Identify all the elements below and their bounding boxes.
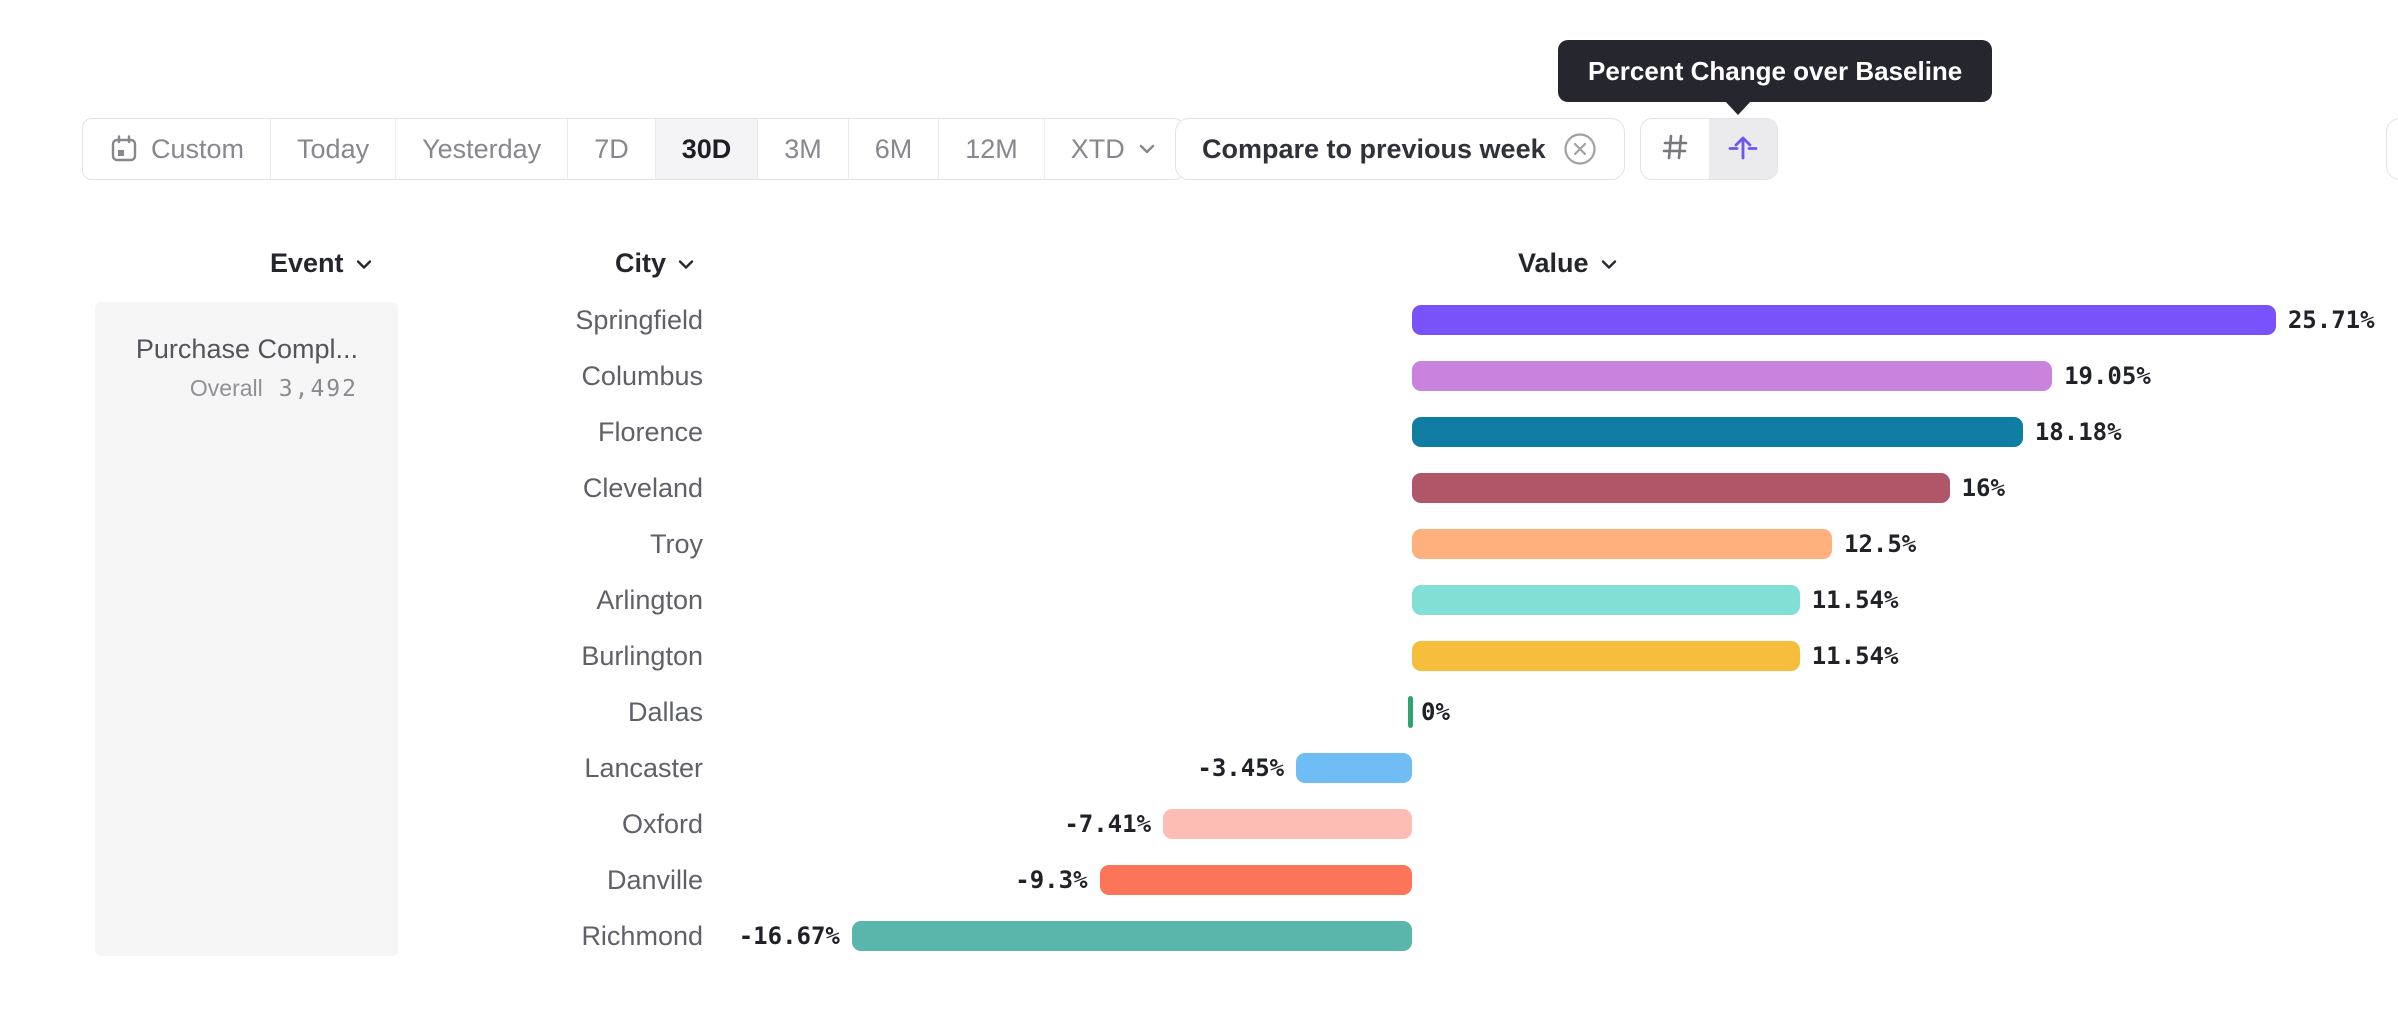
city-label: Troy <box>650 529 703 559</box>
column-header-city[interactable]: City <box>615 246 696 280</box>
city-label: Lancaster <box>584 753 703 783</box>
city-label: Burlington <box>581 641 703 671</box>
value-label: 12.5% <box>1844 530 1917 558</box>
city-label: Dallas <box>627 697 703 727</box>
chart-row: Springfield 25.71% <box>0 292 2398 348</box>
time-range-label: 30D <box>681 133 732 164</box>
column-header-label: Value <box>1518 247 1589 278</box>
bar[interactable] <box>1412 305 2276 335</box>
chart-row: Oxford -7.41% <box>0 796 2398 852</box>
time-range-label: 12M <box>965 133 1018 164</box>
chevron-down-icon <box>1599 258 1619 272</box>
value-label: -3.45% <box>1197 754 1285 782</box>
chart-row: Columbus 19.05% <box>0 348 2398 404</box>
city-label: Florence <box>597 417 703 447</box>
time-range-button-yesterday[interactable]: Yesterday <box>396 119 569 179</box>
time-range-button-3m[interactable]: 3M <box>758 119 849 179</box>
tooltip: Percent Change over Baseline <box>1558 40 1993 115</box>
clipped-right-button[interactable] <box>2386 118 2398 180</box>
calendar-icon <box>109 134 139 164</box>
chart-row: Lancaster -3.45% <box>0 740 2398 796</box>
time-range-group: Custom Today <box>82 118 1184 180</box>
value-label: 19.05% <box>2064 362 2151 390</box>
value-label: 11.54% <box>1811 642 1899 670</box>
city-label: Columbus <box>581 361 703 391</box>
time-range-button-6m[interactable]: 6M <box>849 119 940 179</box>
time-range-label: 6M <box>874 133 913 164</box>
city-label: Cleveland <box>582 473 703 503</box>
chart-row: Burlington 11.54% <box>0 628 2398 684</box>
value-label: 11.54% <box>1811 586 1899 614</box>
bar[interactable] <box>1412 473 1950 503</box>
bar[interactable] <box>1296 753 1412 783</box>
time-range-button-7d[interactable]: 7D <box>568 119 656 179</box>
hash-icon <box>1659 131 1691 168</box>
city-label: Danville <box>606 865 703 895</box>
column-header-value[interactable]: Value <box>1518 246 1619 280</box>
percent-change-view-button[interactable] <box>1709 119 1777 179</box>
column-header-label: Event <box>270 247 344 278</box>
bar[interactable] <box>1412 529 1832 559</box>
time-range-button-xtd[interactable]: XTD <box>1045 119 1183 179</box>
chart-row: Danville -9.3% <box>0 852 2398 908</box>
tooltip-caret-icon <box>1724 100 1752 115</box>
bar-chart: Springfield 25.71% Columbus 19.05% Flore… <box>0 292 2398 964</box>
chart-row: Cleveland 16% <box>0 460 2398 516</box>
time-range-button-custom[interactable]: Custom <box>83 119 272 179</box>
value-label: -7.41% <box>1064 810 1152 838</box>
column-header-label: City <box>615 247 667 278</box>
time-range-label: XTD <box>1070 133 1125 164</box>
chart-row: Troy 12.5% <box>0 516 2398 572</box>
bar[interactable] <box>1412 417 2023 447</box>
chart-value-mode-toggle <box>1640 118 1778 180</box>
time-range-label: Custom <box>151 133 245 164</box>
bar[interactable] <box>1412 641 1800 671</box>
value-label: 0% <box>1421 698 1450 726</box>
time-range-label: 3M <box>784 133 822 164</box>
time-range-label: Today <box>297 133 370 164</box>
event-name: Purchase Compl... <box>135 334 358 364</box>
value-label: 16% <box>1961 474 2005 502</box>
segment-value: 3,492 <box>278 376 358 402</box>
column-header-event[interactable]: Event <box>270 246 374 280</box>
time-range-label: Yesterday <box>422 133 542 164</box>
chevron-down-icon <box>676 258 696 272</box>
city-label: Arlington <box>596 585 703 615</box>
value-label: 18.18% <box>2034 418 2122 446</box>
city-label: Richmond <box>581 921 703 951</box>
value-label: -16.67% <box>738 922 840 950</box>
bar[interactable] <box>1412 585 1800 615</box>
segment-label: Overall <box>189 375 263 401</box>
time-range-button-12m[interactable]: 12M <box>939 119 1045 179</box>
bar[interactable] <box>1408 696 1413 728</box>
tooltip-text: Percent Change over Baseline <box>1588 56 1963 86</box>
chart-row: Arlington 11.54% <box>0 572 2398 628</box>
city-label: Oxford <box>621 809 703 839</box>
city-label: Springfield <box>575 305 703 335</box>
compare-to-previous-chip[interactable]: Compare to previous week <box>1175 118 1625 180</box>
event-card[interactable]: Purchase Compl... Overall 3,492 <box>95 302 398 956</box>
time-range-button-30d[interactable]: 30D <box>655 119 759 179</box>
value-label: 25.71% <box>2287 306 2375 334</box>
value-label: -9.3% <box>1015 866 1088 894</box>
chart-row: Richmond -16.67% <box>0 908 2398 964</box>
time-range-button-today[interactable]: Today <box>271 119 397 179</box>
chart-row: Florence 18.18% <box>0 404 2398 460</box>
event-metric: Overall 3,492 <box>95 375 358 402</box>
bar[interactable] <box>1099 865 1412 895</box>
compare-chip-label: Compare to previous week <box>1202 133 1546 164</box>
chevron-down-icon <box>1137 142 1157 156</box>
numbers-view-button[interactable] <box>1641 119 1709 179</box>
circle-x-icon[interactable] <box>1562 131 1598 167</box>
baseline-arrow-icon <box>1726 130 1760 169</box>
chevron-down-icon <box>354 258 374 272</box>
chart-row: Dallas 0% <box>0 684 2398 740</box>
time-range-label: 7D <box>594 133 629 164</box>
bar[interactable] <box>1412 361 2053 391</box>
bar[interactable] <box>851 921 1412 951</box>
bar[interactable] <box>1163 809 1412 839</box>
